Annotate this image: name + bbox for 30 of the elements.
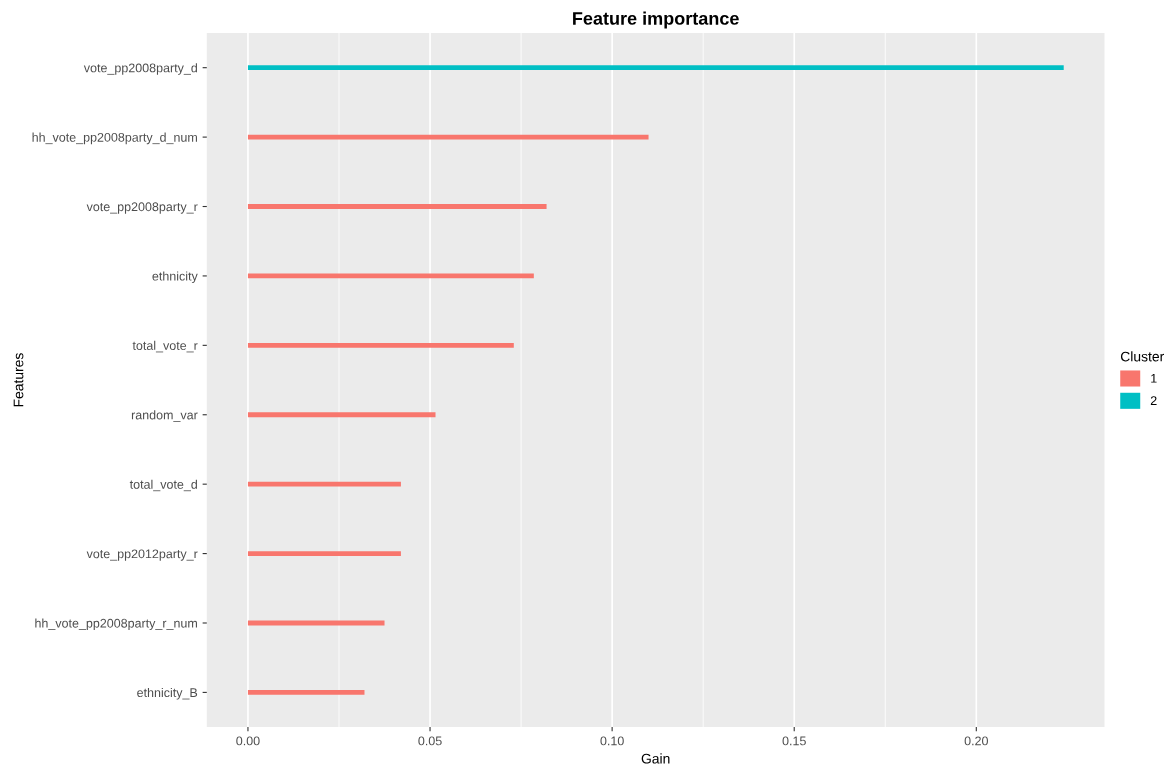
y-tick-label: total_vote_d [129,479,197,492]
bar [247,204,547,209]
y-tick-label: hh_vote_pp2008party_r_num [35,618,197,631]
x-tick-label: 0.05 [418,736,442,746]
bar [247,689,365,695]
bar [247,342,514,348]
y-tick-label: random_var [131,410,198,422]
chart-title: Feature importance [573,11,739,29]
x-axis-title: Gain [641,753,670,764]
bar [247,551,401,557]
y-tick-label: hh_vote_pp2008party_d_num [32,132,197,145]
x-tick-label: 0.00 [236,736,260,746]
bar [247,65,1064,71]
y-tick-label: total_vote_r [132,340,198,353]
bar [247,273,534,279]
y-tick-label: vote_pp2008party_r [86,202,198,214]
y-axis-title: Features [13,353,24,407]
x-tick-label: 0.10 [600,736,624,746]
bar [247,134,649,140]
y-tick-label: vote_pp2008party_d [83,63,197,75]
y-tick-label: ethnicity_B [137,687,198,700]
legend-title: Cluster [1120,351,1164,362]
x-tick-label: 0.15 [782,736,806,746]
legend-label: 1 [1151,373,1157,383]
x-tick-label: 0.20 [964,736,988,746]
y-tick-label: ethnicity [152,271,198,284]
legend-label: 2 [1150,396,1157,405]
bar [247,481,401,487]
bar [247,412,436,418]
y-tick-label: vote_pp2012party_r [86,549,198,561]
